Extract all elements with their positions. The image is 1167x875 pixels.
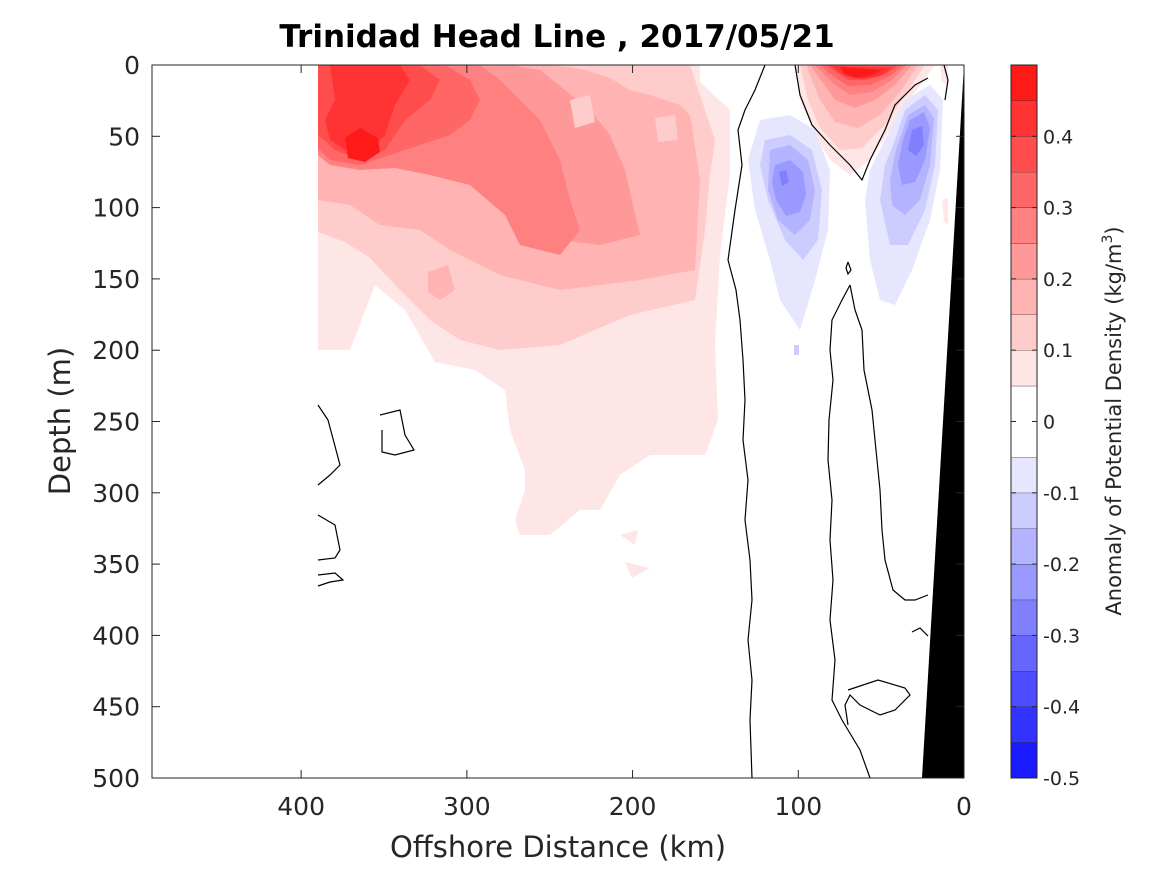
zero-contour-lines: [317, 64, 949, 779]
colorbar-cell: [1011, 171, 1037, 208]
colorbar-tick-label: 0: [1043, 412, 1055, 434]
x-tick-label: 0: [956, 792, 972, 821]
zero-contour-mid-west: [794, 64, 929, 182]
colorbar-label-superscript: 3: [1100, 235, 1116, 244]
y-tick-label: 450: [92, 693, 140, 722]
colorbar-tick-label: 0.2: [1043, 269, 1073, 291]
zero-contour-column-west: [827, 284, 871, 779]
y-axis-label: Depth (m): [43, 347, 77, 495]
colorbar-cell: [1011, 706, 1037, 743]
offshore-negative-core-0.25: [779, 170, 789, 186]
y-tick-label: 100: [92, 194, 140, 223]
y-tick-label: 150: [92, 265, 140, 294]
inshore-negative-core-0.25: [908, 126, 924, 156]
colorbar-cell: [1011, 136, 1037, 172]
colorbar-cell: [1011, 457, 1037, 493]
colorbar-cell: [1011, 492, 1037, 529]
colorbar-ticks: 0.4 0.3 0.2 0.1 0 -0.1 -0.2 -0.3 -0.4 -0.5: [1011, 126, 1080, 790]
y-axis-ticks: 0 50 100 150 200 250 300 350 400 450 500: [92, 51, 964, 793]
x-tick-label: 100: [774, 792, 822, 821]
colorbar-label-main: Anomaly of Potential Density (kg/m: [1102, 244, 1126, 616]
coastal-deep-detail: [942, 198, 948, 225]
colorbar-tick-label: 0.4: [1043, 126, 1073, 148]
colorbar-tick-label: -0.3: [1043, 625, 1080, 647]
positive-detail-a: [428, 265, 455, 300]
colorbar-cell: [1011, 350, 1037, 386]
positive-band-0.4: [325, 65, 410, 150]
colorbar-label-close: ): [1102, 226, 1126, 234]
zero-contour-offshore: [727, 64, 766, 779]
colorbar-tick-label: 0.3: [1043, 198, 1073, 220]
y-tick-label: 300: [92, 479, 140, 508]
colorbar-cell: [1011, 243, 1037, 279]
positive-detail-c: [625, 562, 650, 578]
colorbar-cell: [1011, 65, 1037, 101]
x-axis-label: Offshore Distance (km): [390, 830, 726, 864]
x-tick-label: 400: [277, 792, 325, 821]
colorbar-cell: [1011, 207, 1037, 244]
colorbar-cell: [1011, 635, 1037, 672]
colorbar-label: Anomaly of Potential Density (kg/m3): [1100, 226, 1126, 615]
zero-contour-basin-c: [317, 572, 345, 587]
colorbar-tick-label: -0.4: [1043, 697, 1080, 719]
colorbar-tick-label: -0.5: [1043, 768, 1080, 790]
colorbar-cell: [1011, 671, 1037, 707]
colorbar-cell: [1011, 528, 1037, 565]
y-tick-label: 350: [92, 550, 140, 579]
positive-detail-e: [655, 115, 678, 142]
y-tick-label: 400: [92, 621, 140, 650]
coastal-surface-detail: [940, 65, 948, 85]
colorbar: 0.4 0.3 0.2 0.1 0 -0.1 -0.2 -0.3 -0.4 -0.5 Anomal…: [1010, 64, 1126, 790]
y-tick-label: 50: [108, 122, 140, 151]
y-tick-label: 200: [92, 336, 140, 365]
density-anomaly-field: [317, 64, 964, 779]
zero-contour-coastal: [943, 64, 949, 101]
colorbar-cell: [1011, 599, 1037, 636]
zero-contour-column-east: [849, 284, 929, 601]
plot-area: 400 300 200 100 0 0 50 100 150 200 250 300 350 400 45…: [92, 51, 972, 821]
colorbar-cell: [1011, 278, 1037, 315]
positive-detail-b: [620, 530, 638, 545]
positive-core-0.45: [345, 128, 380, 162]
zero-contour-basin-d: [379, 409, 415, 456]
colorbar-tick-label: -0.1: [1043, 483, 1080, 505]
zero-contour-basin-a: [317, 404, 341, 486]
x-tick-label: 300: [443, 792, 491, 821]
chart-title: Trinidad Head Line , 2017/05/21: [279, 19, 834, 55]
y-tick-label: 250: [92, 408, 140, 437]
colorbar-cell: [1011, 742, 1037, 778]
colorbar-cell: [1011, 564, 1037, 600]
y-tick-label: 500: [92, 764, 140, 793]
zero-contour-deep-loop: [844, 679, 911, 726]
colorbar-cell: [1011, 100, 1037, 137]
zero-contour-basin-b: [317, 514, 341, 561]
y-tick-label: 0: [124, 51, 140, 80]
colorbar-tick-label: -0.2: [1043, 554, 1080, 576]
colorbar-cell: [1011, 314, 1037, 351]
zero-contour-speck: [845, 261, 852, 276]
zero-contour-bottom: [911, 627, 929, 637]
bathymetry-fill: [922, 65, 964, 778]
nearshore-core-0.45: [840, 67, 882, 78]
positive-detail-d: [570, 95, 595, 128]
x-axis-ticks: 400 300 200 100 0: [277, 65, 972, 821]
offshore-negative-speck: [794, 345, 799, 355]
x-tick-label: 200: [609, 792, 657, 821]
colorbar-tick-label: 0.1: [1043, 340, 1073, 362]
